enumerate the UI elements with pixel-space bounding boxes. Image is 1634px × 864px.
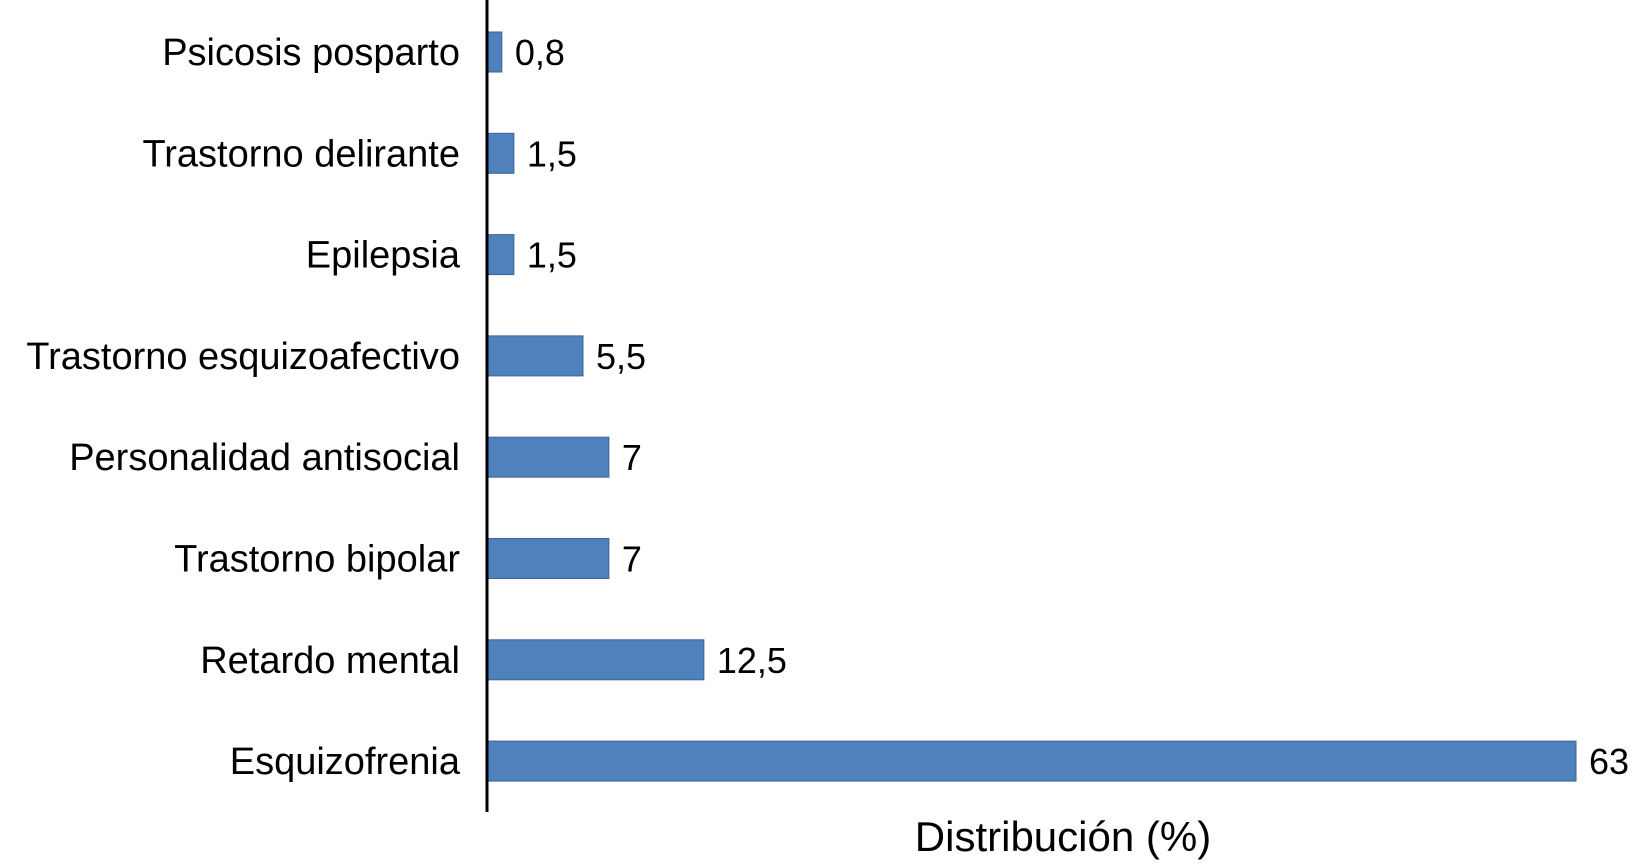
category-labels: Psicosis posparto Trastorno delirante Epil…	[26, 32, 461, 783]
value-label-0: 0,8	[515, 32, 565, 73]
bar-6	[487, 639, 705, 681]
value-label-5: 7	[622, 539, 642, 580]
category-label-2: Epilepsia	[306, 235, 461, 277]
category-label-7: Esquizofrenia	[230, 741, 461, 783]
bar-7	[487, 740, 1577, 782]
value-labels: 0,8 1,5 1,5 5,5 7 7 12,5 63	[515, 32, 1629, 782]
category-label-3: Trastorno esquizoafectivo	[26, 336, 460, 378]
bar-5	[487, 538, 610, 579]
category-label-6: Retardo mental	[200, 640, 460, 682]
value-label-1: 1,5	[527, 133, 577, 174]
category-label-5: Trastorno bipolar	[174, 539, 460, 581]
value-label-6: 12,5	[717, 640, 787, 681]
bar-4	[487, 436, 610, 478]
category-label-0: Psicosis posparto	[162, 32, 460, 74]
x-axis-title: Distribución (%)	[915, 813, 1211, 860]
bar-2	[487, 234, 515, 276]
bar-0	[487, 31, 503, 73]
bar-1	[487, 132, 515, 174]
category-label-4: Personalidad antisocial	[69, 437, 460, 479]
value-label-3: 5,5	[596, 336, 646, 377]
value-label-2: 1,5	[527, 235, 577, 276]
value-label-7: 63	[1589, 741, 1629, 782]
bar-3	[487, 335, 584, 377]
category-label-1: Trastorno delirante	[142, 133, 460, 175]
bars-group	[487, 31, 1577, 782]
value-label-4: 7	[622, 437, 642, 478]
